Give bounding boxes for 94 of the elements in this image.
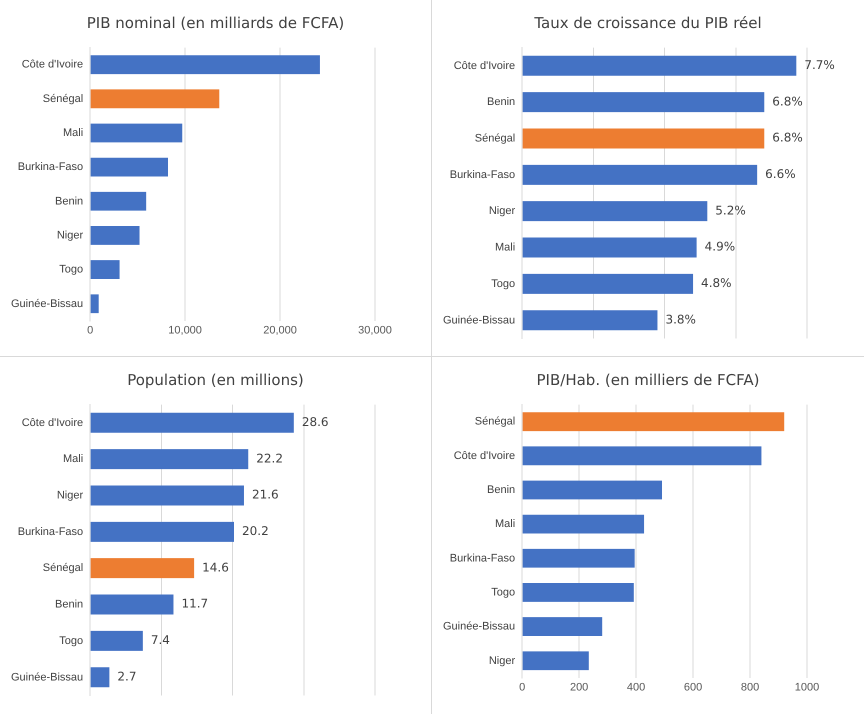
y-tick-label: Mali (62, 453, 84, 466)
bar (522, 128, 764, 148)
y-tick-label: Togo (491, 278, 516, 290)
data-label: 4.9% (704, 240, 736, 254)
x-tick-label: 800 (740, 681, 760, 694)
x-tick-label: 20,000 (263, 324, 297, 336)
bar (522, 446, 762, 466)
bar (90, 158, 168, 177)
chart-title: PIB nominal (en milliards de FCFA) (86, 14, 346, 34)
y-tick-label: Burkina-Faso (18, 526, 84, 538)
y-tick-label: Sénégal (474, 132, 516, 145)
x-tick-label: 200 (570, 681, 588, 694)
bar (522, 583, 634, 602)
bar (522, 548, 635, 568)
x-tick-label: 600 (684, 681, 702, 694)
chart-title: Population (en millions) (126, 371, 305, 391)
bar (522, 201, 708, 222)
y-tick-label: Mali (494, 242, 516, 254)
data-label: 14.6 (202, 560, 229, 574)
y-tick-label: Niger (488, 654, 516, 667)
bar (90, 522, 234, 542)
y-tick-label: Niger (488, 205, 516, 218)
x-tick-label: 10,000 (168, 324, 202, 336)
y-tick-label: Togo (59, 264, 84, 276)
y-tick-label: Mali (494, 518, 516, 530)
data-label: 7.7% (804, 58, 835, 72)
bar (90, 485, 244, 506)
x-tick-label: 0 (87, 324, 94, 336)
y-tick-label: Benin (55, 598, 84, 611)
y-tick-label: Mali (62, 127, 84, 140)
data-label: 2.7 (117, 669, 136, 684)
x-tick-label: 0 (519, 681, 526, 694)
y-tick-label: Benin (487, 484, 516, 496)
bar (522, 412, 784, 432)
data-label: 6.8% (772, 130, 803, 145)
bar (90, 192, 146, 211)
data-label: 7.4 (150, 633, 170, 647)
bar (90, 630, 143, 651)
bar (90, 55, 320, 74)
data-label: 6.6% (765, 166, 796, 181)
bar (90, 260, 120, 279)
bar (90, 89, 220, 108)
bar (90, 412, 294, 433)
data-label: 4.8% (701, 276, 732, 290)
data-label: 22.2 (256, 451, 283, 466)
y-tick-label: Togo (491, 586, 516, 598)
data-label: 6.8% (772, 94, 803, 108)
bar (522, 238, 697, 258)
data-label: 21.6 (252, 488, 279, 502)
bar (90, 558, 194, 578)
y-tick-label: Niger (56, 229, 84, 242)
bar (90, 226, 140, 245)
y-tick-label: Côte d'Ivoire (454, 60, 516, 72)
y-tick-label: Côte d'Ivoire (454, 450, 516, 462)
chart-title: Taux de croissance du PIB réel (533, 14, 763, 34)
bar (90, 449, 248, 470)
x-tick-label: 1000 (794, 681, 820, 694)
bar (522, 56, 796, 76)
y-tick-label: Côte d'Ivoire (22, 58, 84, 71)
bar (522, 617, 602, 636)
y-tick-label: Sénégal (42, 92, 84, 105)
bar (522, 164, 758, 185)
y-tick-label: Sénégal (474, 416, 516, 428)
y-tick-label: Niger (56, 490, 84, 502)
y-tick-label: Guinée-Bissau (442, 314, 516, 326)
y-tick-label: Burkina-Faso (18, 161, 84, 174)
bar (522, 310, 658, 330)
y-tick-label: Côte d'Ivoire (22, 416, 84, 429)
y-tick-label: Guinée-Bissau (10, 298, 84, 310)
data-label: 20.2 (242, 524, 269, 538)
data-label: 11.7 (181, 596, 208, 611)
y-tick-label: Guinée-Bissau (10, 671, 84, 684)
y-tick-label: Burkina-Faso (450, 168, 516, 181)
x-tick-label: 400 (626, 681, 646, 694)
bar (522, 514, 644, 534)
bar (522, 274, 694, 294)
data-label: 28.6 (302, 414, 329, 429)
bar (90, 294, 99, 314)
bar (522, 480, 662, 500)
y-tick-label: Benin (55, 195, 84, 208)
bar (90, 667, 110, 688)
bar (522, 92, 764, 112)
y-tick-label: Benin (487, 96, 516, 108)
y-tick-label: Guinée-Bissau (442, 620, 516, 633)
x-tick-label: 30,000 (358, 324, 392, 336)
y-tick-label: Burkina-Faso (450, 552, 516, 564)
data-label: 3.8% (665, 312, 696, 326)
bar (90, 124, 182, 142)
bar (90, 594, 174, 615)
bar (522, 651, 589, 670)
y-tick-label: Togo (59, 634, 84, 647)
y-tick-label: Sénégal (42, 562, 84, 574)
chart-title: PIB/Hab. (en milliers de FCFA) (536, 371, 760, 391)
data-label: 5.2% (715, 203, 746, 218)
